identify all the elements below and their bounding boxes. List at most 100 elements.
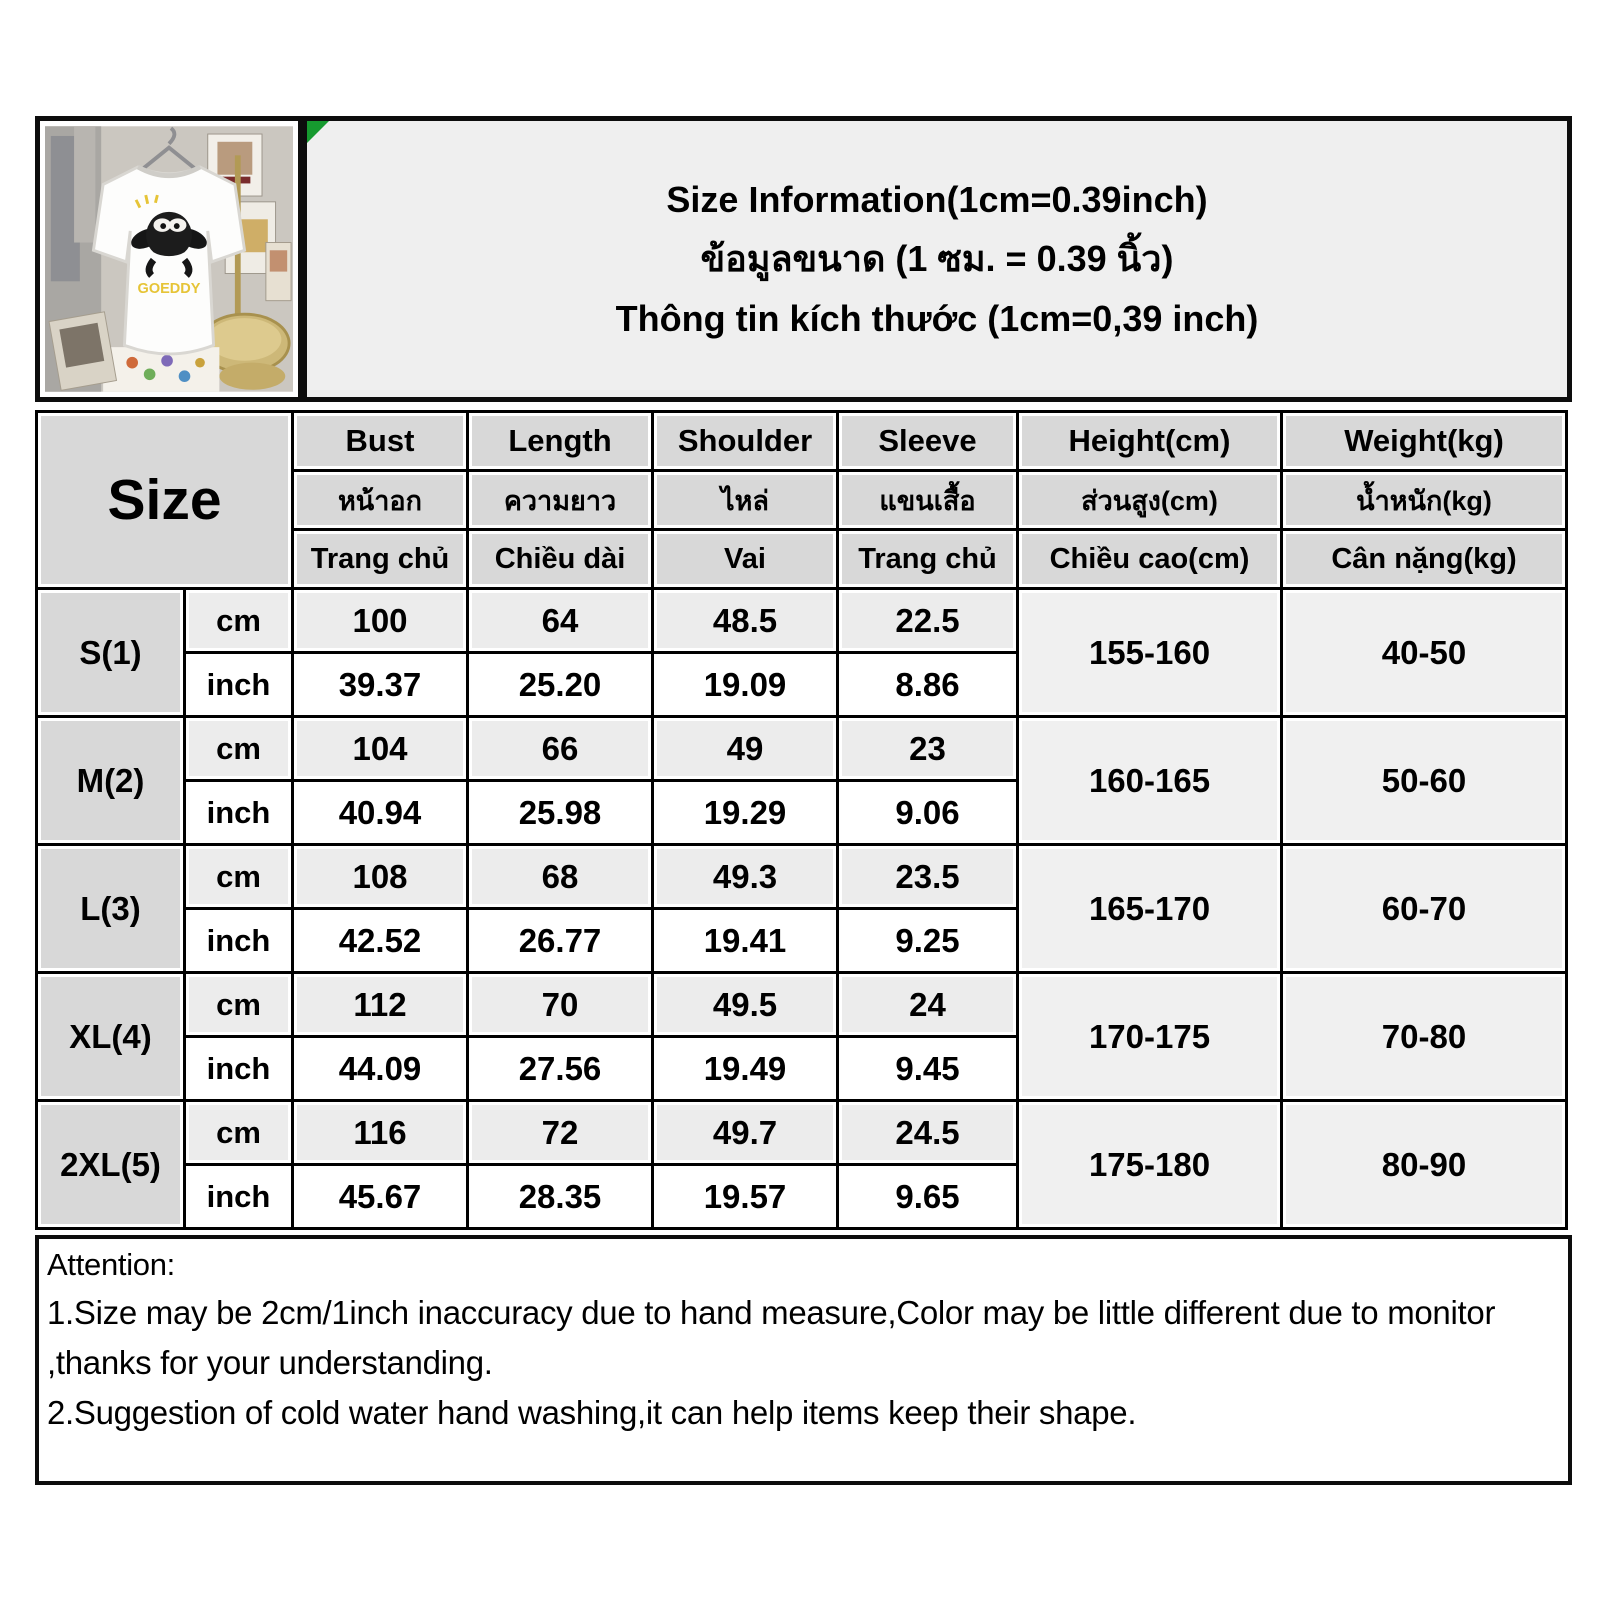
size-label-xl: XL(4) <box>41 977 180 1096</box>
value-cell: 27.56 <box>472 1041 648 1096</box>
green-corner-icon <box>307 121 329 143</box>
table-row-xl-cm: XL(4) cm 112 70 49.5 24 170-175 70-80 <box>35 971 1568 1102</box>
unit-cell-inch: inch <box>189 657 288 712</box>
col-header-length-th: ความยาว <box>472 475 648 525</box>
size-label-s: S(1) <box>41 593 180 712</box>
col-header-length-vi: Chiều dài <box>472 534 648 584</box>
value-cell: 19.29 <box>657 785 833 840</box>
value-cell: 100 <box>297 593 463 648</box>
header-row-th: หน้าอก ความยาว ไหล่ แขนเสื้อ ส่วนสูง(cm)… <box>37 469 1568 531</box>
unit-cell-cm: cm <box>189 593 288 648</box>
value-cell: 24.5 <box>842 1105 1013 1160</box>
weight-range-cell: 60-70 <box>1286 849 1562 968</box>
value-cell: 108 <box>297 849 463 904</box>
value-cell: 39.37 <box>297 657 463 712</box>
value-cell: 8.86 <box>842 657 1013 712</box>
size-corner-header: Size <box>41 416 288 584</box>
table-row-m-cm: M(2) cm 104 66 49 23 160-165 50-60 <box>35 715 1568 846</box>
value-cell: 49.3 <box>657 849 833 904</box>
value-cell: 72 <box>472 1105 648 1160</box>
value-cell: 24 <box>842 977 1013 1032</box>
value-cell: 25.20 <box>472 657 648 712</box>
value-cell: 49 <box>657 721 833 776</box>
page-title-en: Size Information(1cm=0.39inch) <box>666 178 1208 220</box>
table-row-2xl-cm: 2XL(5) cm 116 72 49.7 24.5 175-180 80-90 <box>35 1099 1568 1230</box>
value-cell: 64 <box>472 593 648 648</box>
tshirt-photo-illustration: GOEDDY <box>45 126 293 392</box>
col-header-shoulder-vi: Vai <box>657 534 833 584</box>
table-row-s-inch: inch 39.37 25.20 19.09 8.86 <box>37 651 1567 718</box>
unit-cell-inch: inch <box>189 1041 288 1096</box>
header-section: GOEDDY Size Information(1cm=0.39inch) ข้… <box>35 116 1572 402</box>
value-cell: 68 <box>472 849 648 904</box>
weight-range-cell: 40-50 <box>1286 593 1562 712</box>
value-cell: 25.98 <box>472 785 648 840</box>
col-header-height-vi: Chiều cao(cm) <box>1022 534 1277 584</box>
table-row-l-inch: inch 42.52 26.77 19.41 9.25 <box>37 907 1567 974</box>
weight-range-cell: 80-90 <box>1286 1105 1562 1224</box>
value-cell: 42.52 <box>297 913 463 968</box>
value-cell: 28.35 <box>472 1169 648 1224</box>
page-title-vi: Thông tin kích thước (1cm=0,39 inch) <box>615 297 1259 339</box>
height-range-cell: 170-175 <box>1022 977 1277 1096</box>
col-header-weight-en: Weight(kg) <box>1286 416 1562 466</box>
unit-cell-inch: inch <box>189 1169 288 1224</box>
value-cell: 23.5 <box>842 849 1013 904</box>
value-cell: 45.67 <box>297 1169 463 1224</box>
value-cell: 9.25 <box>842 913 1013 968</box>
unit-cell-cm: cm <box>189 1105 288 1160</box>
col-header-sleeve-th: แขนเสื้อ <box>842 475 1013 525</box>
value-cell: 9.06 <box>842 785 1013 840</box>
table-row-xl-inch: inch 44.09 27.56 19.49 9.45 <box>37 1035 1567 1102</box>
value-cell: 49.5 <box>657 977 833 1032</box>
value-cell: 104 <box>297 721 463 776</box>
weight-range-cell: 50-60 <box>1286 721 1562 840</box>
height-range-cell: 175-180 <box>1022 1105 1277 1224</box>
value-cell: 19.49 <box>657 1041 833 1096</box>
value-cell: 22.5 <box>842 593 1013 648</box>
unit-cell-inch: inch <box>189 785 288 840</box>
product-photo: GOEDDY <box>35 116 303 402</box>
value-cell: 49.7 <box>657 1105 833 1160</box>
col-header-weight-vi: Cân nặng(kg) <box>1286 534 1562 584</box>
size-table: Size Bust Length Shoulder Sleeve Height(… <box>35 410 1568 1230</box>
unit-cell-cm: cm <box>189 721 288 776</box>
unit-cell-cm: cm <box>189 977 288 1032</box>
size-label-m: M(2) <box>41 721 180 840</box>
attention-title: Attention: <box>47 1247 175 1282</box>
col-header-length-en: Length <box>472 416 648 466</box>
col-header-height-en: Height(cm) <box>1022 416 1277 466</box>
col-header-bust-th: หน้าอก <box>297 475 463 525</box>
height-range-cell: 160-165 <box>1022 721 1277 840</box>
col-header-weight-th: น้ำหนัก(kg) <box>1286 475 1562 525</box>
col-header-sleeve-vi: Trang chủ <box>842 534 1013 584</box>
value-cell: 44.09 <box>297 1041 463 1096</box>
col-header-sleeve-en: Sleeve <box>842 416 1013 466</box>
table-row-l-cm: L(3) cm 108 68 49.3 23.5 165-170 60-70 <box>35 843 1568 974</box>
table-row-s-cm: S(1) cm 100 64 48.5 22.5 155-160 40-50 <box>35 587 1568 718</box>
value-cell: 70 <box>472 977 648 1032</box>
col-header-bust-en: Bust <box>297 416 463 466</box>
value-cell: 66 <box>472 721 648 776</box>
value-cell: 26.77 <box>472 913 648 968</box>
col-header-bust-vi: Trang chủ <box>297 534 463 584</box>
value-cell: 19.41 <box>657 913 833 968</box>
value-cell: 23 <box>842 721 1013 776</box>
value-cell: 19.57 <box>657 1169 833 1224</box>
weight-range-cell: 70-80 <box>1286 977 1562 1096</box>
size-label-2xl: 2XL(5) <box>41 1105 180 1224</box>
value-cell: 9.65 <box>842 1169 1013 1224</box>
col-header-shoulder-th: ไหล่ <box>657 475 833 525</box>
size-label-l: L(3) <box>41 849 180 968</box>
value-cell: 48.5 <box>657 593 833 648</box>
height-range-cell: 165-170 <box>1022 849 1277 968</box>
unit-cell-cm: cm <box>189 849 288 904</box>
col-header-height-th: ส่วนสูง(cm) <box>1022 475 1277 525</box>
table-row-m-inch: inch 40.94 25.98 19.29 9.06 <box>37 779 1567 846</box>
value-cell: 112 <box>297 977 463 1032</box>
attention-box: Attention: 1.Size may be 2cm/1inch inacc… <box>35 1235 1572 1485</box>
height-range-cell: 155-160 <box>1022 593 1277 712</box>
value-cell: 19.09 <box>657 657 833 712</box>
title-box: Size Information(1cm=0.39inch) ข้อมูลขนา… <box>303 116 1572 402</box>
unit-cell-inch: inch <box>189 913 288 968</box>
